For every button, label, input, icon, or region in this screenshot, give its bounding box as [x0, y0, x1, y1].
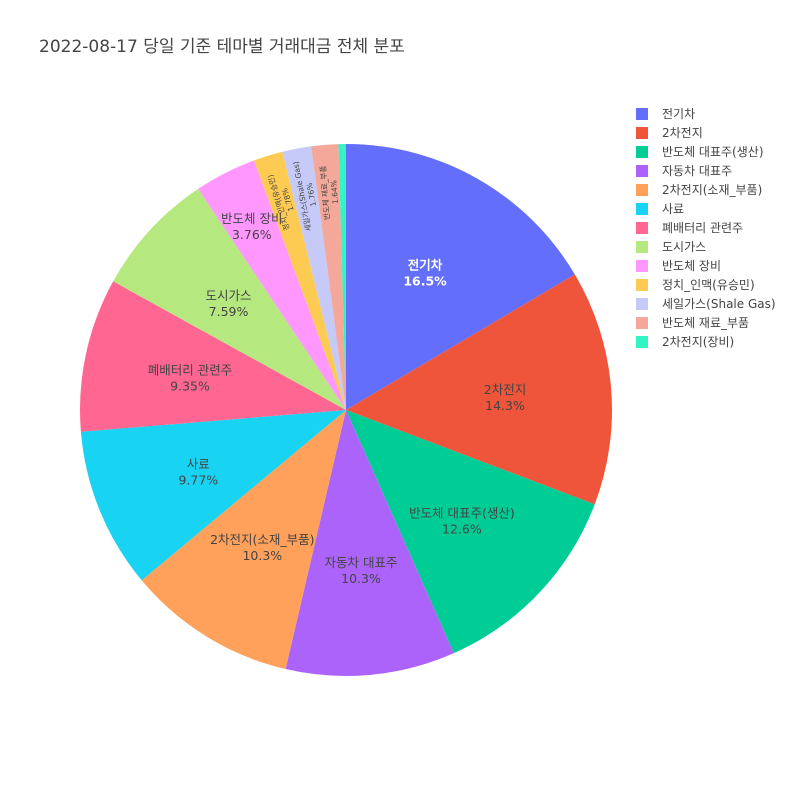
- legend-label: 2차전지: [662, 126, 703, 140]
- legend-swatch: [636, 126, 648, 139]
- slice-label-percent: 12.6%: [442, 522, 482, 537]
- slice-label-name: 반도체 재료_부품: [317, 165, 331, 220]
- legend-swatch: [636, 259, 648, 272]
- pie-slice-item-8[interactable]: [113, 188, 346, 410]
- slice-label-name: 2차전지: [484, 382, 526, 397]
- pie-slice-item-12[interactable]: [311, 144, 346, 411]
- legend-label: 사료: [662, 202, 685, 216]
- slice-label-name: 반도체 대표주(생산): [409, 506, 515, 521]
- legend-label: 반도체 대표주(생산): [662, 145, 764, 159]
- legend-swatch: [636, 316, 648, 329]
- legend-label: 자동차 대표주: [662, 164, 733, 178]
- slice-label-item-9: 반도체 장비3.76%: [221, 211, 282, 242]
- legend-label: 세일가스(Shale Gas): [662, 297, 776, 311]
- legend-swatch: [636, 107, 648, 120]
- legend-item-item-12[interactable]: 반도체 재료_부품: [636, 313, 776, 332]
- slice-label-percent: 9.77%: [178, 473, 218, 488]
- legend-item-2[interactable]: 2차전지(소재_부품): [636, 180, 776, 199]
- pie-slice-item-10[interactable]: [253, 151, 346, 411]
- legend-label: 폐배터리 관련주: [662, 221, 744, 235]
- legend-item-2[interactable]: 2차전지: [636, 123, 776, 142]
- legend-item-item-10[interactable]: 정치_인맥(유승민): [636, 275, 776, 294]
- slice-label-percent: 1.64%: [329, 180, 340, 204]
- legend-swatch: [636, 221, 648, 234]
- legend-swatch: [636, 202, 648, 215]
- slice-label-name: 2차전지(소재_부품): [210, 532, 314, 547]
- legend-swatch: [636, 145, 648, 158]
- legend-item-2[interactable]: 2차전지(장비): [636, 332, 776, 351]
- pie-slice-item-7[interactable]: [79, 281, 346, 432]
- slice-label-percent: 1.76%: [305, 182, 318, 207]
- legend-item-item-3[interactable]: 반도체 대표주(생산): [636, 142, 776, 161]
- slice-label-percent: 7.59%: [209, 304, 249, 319]
- slice-label-name: 반도체 장비: [221, 211, 282, 226]
- legend-swatch: [636, 297, 648, 310]
- pie-slice-shale-gas[interactable]: [282, 146, 346, 411]
- legend-swatch: [636, 335, 648, 348]
- slice-label-name: 폐배터리 관련주: [148, 363, 232, 378]
- legend-item-shale-gas[interactable]: 세일가스(Shale Gas): [636, 294, 776, 313]
- legend-swatch: [636, 278, 648, 291]
- slice-label-name: 자동차 대표주: [325, 555, 398, 570]
- pie-slice-item-9[interactable]: [198, 160, 346, 410]
- pie-slice-item-1[interactable]: [346, 144, 575, 410]
- pie-slice-item-4[interactable]: [285, 410, 454, 677]
- legend-item-item-9[interactable]: 반도체 장비: [636, 256, 776, 275]
- legend-label: 2차전지(소재_부품): [662, 183, 763, 197]
- legend-item-item-6[interactable]: 사료: [636, 199, 776, 218]
- slice-label-percent: 3.76%: [232, 227, 272, 242]
- legend-item-item-4[interactable]: 자동차 대표주: [636, 161, 776, 180]
- slice-label-percent: 10.3%: [341, 571, 381, 586]
- slice-label-name: 도시가스: [205, 288, 251, 303]
- legend-swatch: [636, 164, 648, 177]
- legend-swatch: [636, 183, 648, 196]
- legend-label: 전기차: [662, 107, 696, 121]
- pie-slice-2[interactable]: [338, 144, 346, 410]
- slice-label-item-6: 사료9.77%: [178, 457, 218, 488]
- legend-item-item-8[interactable]: 도시가스: [636, 237, 776, 256]
- legend-label: 정치_인맥(유승민): [662, 278, 755, 292]
- legend-label: 반도체 재료_부품: [662, 316, 750, 330]
- slice-label-percent: 9.35%: [170, 379, 210, 394]
- chart-title: 2022-08-17 당일 기준 테마별 거래대금 전체 분포: [39, 37, 405, 57]
- pie-slice-item-3[interactable]: [346, 410, 595, 654]
- legend-item-item-1[interactable]: 전기차: [636, 104, 776, 123]
- slice-label-name: 전기차: [408, 257, 443, 272]
- slice-label-item-3: 반도체 대표주(생산)12.6%: [409, 506, 515, 537]
- legend-item-item-7[interactable]: 폐배터리 관련주: [636, 218, 776, 237]
- legend-label: 2차전지(장비): [662, 335, 735, 349]
- slice-label-item-12: 반도체 재료_부품1.64%: [317, 165, 340, 220]
- slice-label-percent: 16.5%: [403, 273, 447, 288]
- slice-label-percent: 10.3%: [242, 548, 282, 563]
- legend-label: 도시가스: [662, 240, 707, 254]
- pie-slice-2[interactable]: [141, 410, 346, 670]
- legend-swatch: [636, 240, 648, 253]
- pie-slices: [79, 144, 612, 677]
- pie-slice-2[interactable]: [346, 274, 612, 505]
- pie-slice-item-6[interactable]: [80, 410, 346, 581]
- slice-label-percent: 14.3%: [485, 398, 525, 413]
- legend-label: 반도체 장비: [662, 259, 722, 273]
- slice-label-name: 사료: [187, 457, 210, 472]
- slice-label-2: 2차전지(소재_부품)10.3%: [210, 532, 314, 563]
